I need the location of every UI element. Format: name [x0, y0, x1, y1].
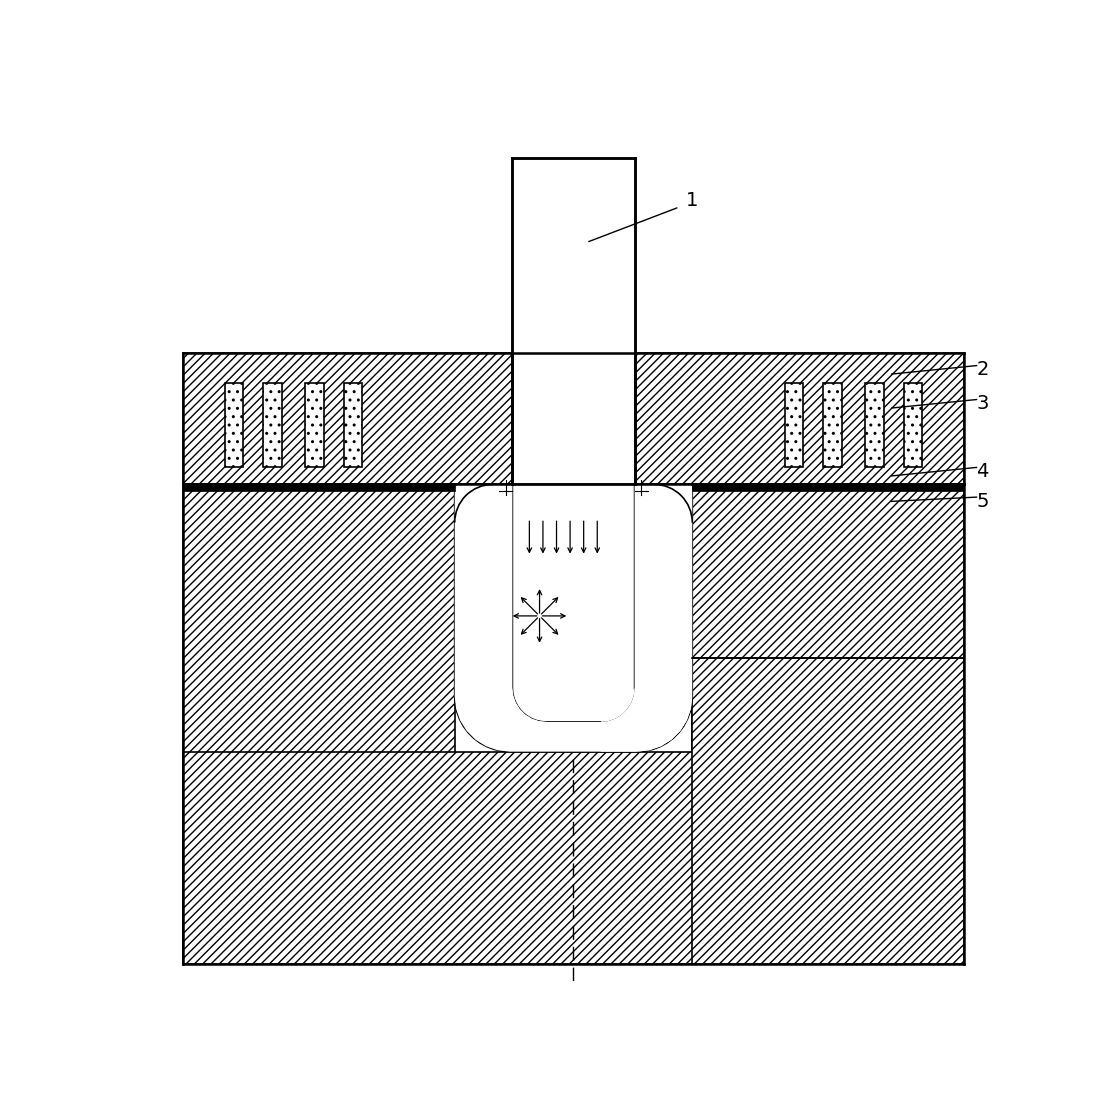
Text: 3: 3	[977, 395, 989, 413]
Polygon shape	[184, 485, 454, 964]
Polygon shape	[184, 485, 454, 491]
Polygon shape	[865, 382, 884, 467]
Polygon shape	[822, 382, 841, 467]
Text: 5: 5	[977, 491, 989, 511]
Polygon shape	[784, 382, 803, 467]
Polygon shape	[903, 382, 922, 467]
Polygon shape	[305, 382, 325, 467]
Polygon shape	[184, 353, 513, 485]
Text: 2: 2	[977, 360, 989, 379]
Polygon shape	[513, 158, 634, 485]
Polygon shape	[510, 688, 693, 752]
Polygon shape	[454, 485, 693, 752]
Text: 4: 4	[977, 462, 989, 482]
Polygon shape	[225, 382, 244, 467]
Polygon shape	[344, 382, 363, 467]
Polygon shape	[454, 485, 546, 752]
Polygon shape	[693, 485, 963, 964]
Polygon shape	[693, 658, 963, 964]
Polygon shape	[601, 485, 693, 752]
Polygon shape	[693, 485, 963, 491]
Text: 1: 1	[686, 191, 698, 209]
Polygon shape	[184, 752, 963, 964]
Polygon shape	[263, 382, 282, 467]
Polygon shape	[634, 353, 963, 485]
